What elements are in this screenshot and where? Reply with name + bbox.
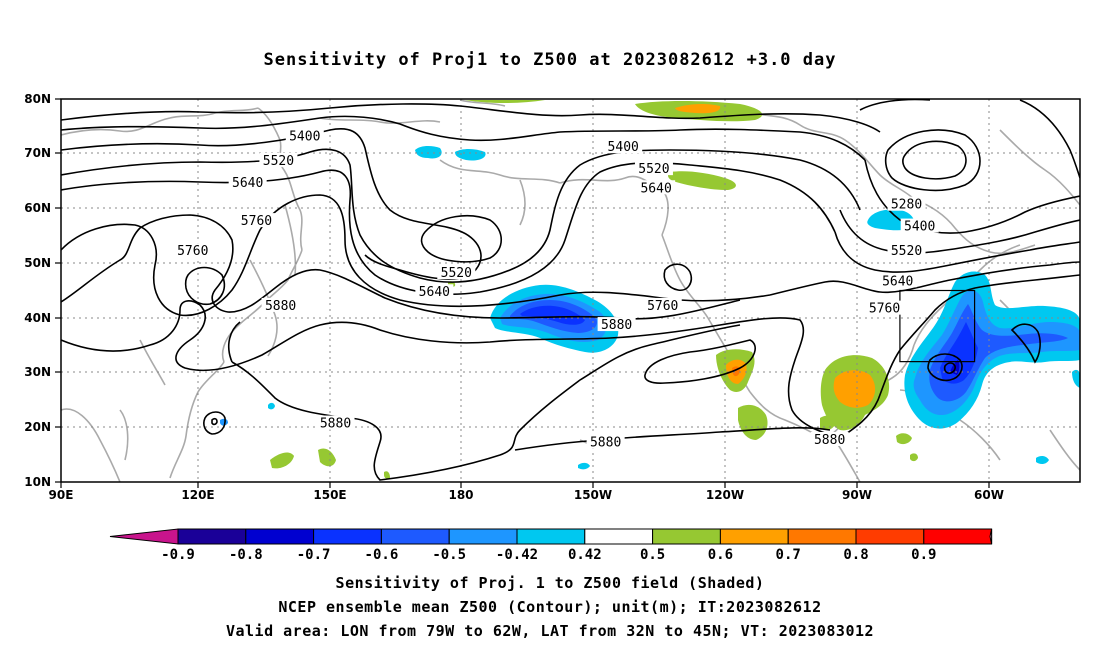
contour-label: 5760 [177,244,208,259]
valid-area-box [899,289,976,363]
colorbar-swatch [719,528,789,545]
caption-line-3: Valid area: LON from 79W to 62W, LAT fro… [225,622,875,640]
contour-label-bg [261,297,300,312]
colorbar-label: -0.8 [229,547,263,563]
contour-label: 5520 [263,154,294,169]
contour-label: 5880 [265,299,296,314]
contour-label: 5400 [289,129,320,144]
caption-line-1: Sensitivity of Proj. 1 to Z500 field (Sh… [335,574,765,592]
contour-label: 5880 [814,433,845,448]
contour-label-bg [810,431,849,446]
contour-label-bg [173,243,212,258]
colorbar-swatch [516,528,586,545]
colorbar-swatch [652,528,721,545]
contour-label-bg [887,196,926,211]
contour-label: 5640 [232,176,263,191]
colorbar-swatch [245,528,315,545]
lon-tick-label: 150E [313,488,346,502]
colorbar-swatch [177,528,247,545]
colorbar-swatch [380,528,450,545]
axis-ticks [55,98,990,488]
map-title: Sensitivity of Proj1 to Z500 at 20230826… [263,50,837,70]
plot-frame [60,98,1081,483]
lon-tick-label: 90E [49,488,74,502]
contour-label-bg [437,265,476,280]
contour-label: 5520 [441,266,472,281]
colorbar-label: 0.7 [776,547,801,563]
colorbar-label: 0.42 [568,547,602,563]
contour-label-bg [637,180,676,195]
contour-label: 5760 [241,214,272,229]
colorbar-label: 0.5 [640,547,665,563]
contour-label-bg [900,218,939,233]
contour-label-bg [228,174,267,189]
colorbar-swatch [313,528,382,545]
colorbar-swatch [787,528,857,545]
contour-label: 5520 [891,244,922,259]
colorbar-swatch [855,528,925,545]
colorbar-label: 0.8 [843,547,868,563]
contour-label-bg [586,434,625,449]
colorbar-swatch [448,528,518,545]
colorbar-label: -0.42 [496,547,538,563]
contour-label: 5640 [419,285,450,300]
lat-tick-label: 60N [24,201,51,215]
colorbar-label: -0.7 [297,547,331,563]
contour-label-bg [887,243,926,258]
contour-label: 5640 [882,274,913,289]
contour-label-bg [597,317,636,332]
lat-tick-label: 40N [24,311,51,325]
contour-labels: 5400552056405760576058805880552056405400… [173,128,939,451]
contour-label: 5880 [590,436,621,451]
contour-label: 5880 [320,417,351,432]
contour-label-bg [237,213,276,228]
caption-line-2: NCEP ensemble mean Z500 (Contour); unit(… [278,598,822,616]
lat-tick-labels: 80N 70N 60N 50N 40N 30N 20N 10N [24,92,51,489]
lat-tick-label: 20N [24,420,51,434]
colorbar-label: 0.9 [911,547,936,563]
lon-tick-label: 120W [706,488,744,502]
lon-tick-labels: 90E 120E 150E 180 150W 120W 90W 60W [49,488,1004,502]
lon-tick-label: 150W [574,488,612,502]
colorbar-swatch [584,528,654,545]
lat-tick-label: 70N [24,146,51,160]
colorbar-swatch [923,528,993,545]
contour-label-bg [865,300,904,315]
colorbar: -0.9 -0.8 -0.7 -0.6 -0.5 -0.42 0.42 0.5 0.6 0.7 0.… [109,528,993,563]
contour-label: 5760 [647,299,678,314]
lat-tick-label: 80N [24,92,51,106]
contour-label: 5760 [869,302,900,317]
contour-label-bg [316,415,355,430]
contour-label-bg [285,128,324,143]
lon-tick-label: 90W [842,488,872,502]
colorbar-label: -0.5 [432,547,466,563]
contour-label: 5520 [638,162,669,177]
contour-label: 5400 [904,220,935,235]
lon-tick-label: 120E [181,488,214,502]
lat-tick-label: 10N [24,475,51,489]
lat-tick-label: 50N [24,256,51,270]
contour-label-bg [878,273,917,288]
colorbar-low-end [109,528,179,545]
contour-label-bg [604,139,643,154]
contour-label: 5880 [601,318,632,333]
contour-label: 5640 [640,181,671,196]
colorbar-label: 0.6 [708,547,733,563]
contour-label: 5400 [608,140,639,155]
colorbar-label: -0.9 [161,547,195,563]
contour-label: 5280 [891,198,922,213]
lon-tick-label: 180 [448,488,473,502]
colorbar-label: -0.6 [365,547,399,563]
sensitivity-shading [220,100,1080,479]
lon-tick-label: 60W [974,488,1004,502]
coastlines [61,99,1080,482]
contour-label-bg [415,284,454,299]
z500-contours [61,99,1080,481]
contour-label-bg [634,161,673,176]
contour-label-bg [643,297,682,312]
lat-tick-label: 30N [24,365,51,379]
colorbar-high-end [989,528,993,545]
contour-label-bg [259,152,298,167]
